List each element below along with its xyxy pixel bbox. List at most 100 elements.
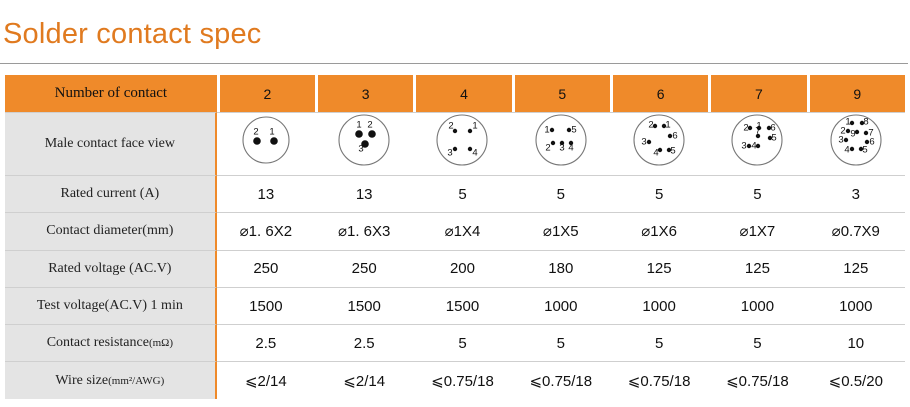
pin-number: 3 — [742, 141, 747, 152]
contact-pin — [657, 147, 663, 153]
contact-pin — [843, 137, 848, 143]
header-row: Number of contact 2 3 4 5 6 7 9 — [5, 75, 905, 112]
spec-value: ⌀1. 6X2 — [216, 212, 316, 249]
spec-value: 125 — [708, 249, 807, 287]
contact-pin — [667, 133, 673, 139]
header-contact-count: 2 — [216, 75, 316, 112]
spec-value: ⩽0.5/20 — [806, 361, 905, 398]
row-label-text: Rated current (A) — [60, 186, 160, 202]
row-label-text: Rated voltage (AC.V) — [48, 260, 172, 276]
spec-value: ⌀0.7X9 — [806, 212, 905, 249]
connector-outline — [633, 114, 685, 166]
contact-pin — [858, 146, 863, 152]
contact-pin — [859, 120, 864, 126]
contact-face-diagram: 1 8 2 9 7 3 6 4 5 — [830, 114, 882, 166]
pin-number: 1 — [757, 121, 762, 132]
spec-value: 5 — [511, 324, 610, 361]
pin-number: 2 — [368, 120, 373, 131]
row-label-text: Contact diameter(mm) — [46, 223, 174, 239]
row-label-text: Contact resistance — [46, 335, 149, 351]
spec-row: Wire size(mm²/AWG) ⩽2/14 ⩽2/14 ⩽0.75/18 ⩽0.7… — [5, 361, 905, 399]
contact-pin — [756, 133, 761, 139]
spec-row: Rated current (A) 13 13 5 5 5 5 3 — [5, 175, 905, 213]
pin-number: 5 — [670, 146, 675, 157]
spec-value: ⩽0.75/18 — [511, 361, 610, 398]
contact-face-diagram: 1 2 3 — [338, 114, 390, 166]
pin-number: 4 — [473, 148, 478, 159]
spec-value: 1500 — [413, 286, 512, 324]
spec-value: 1000 — [806, 286, 905, 324]
header-contact-count: 9 — [806, 75, 905, 112]
pin-number: 3 — [559, 143, 564, 154]
spec-value: ⩽0.75/18 — [609, 361, 709, 398]
spec-row: Test voltage(AC.V) 1 min 1500 1500 1500 1000… — [5, 286, 905, 325]
spec-value: 2.5 — [216, 324, 316, 361]
pin-number: 2 — [545, 143, 550, 154]
spec-value: 3 — [806, 175, 905, 212]
spec-value: ⩽2/14 — [315, 361, 414, 398]
spec-value: 250 — [216, 249, 316, 287]
spec-value: 13 — [315, 175, 414, 212]
contact-pin — [646, 139, 652, 145]
pin-number: 6 — [771, 123, 776, 134]
spec-value: 5 — [708, 175, 807, 212]
contact-pin — [863, 130, 868, 136]
pin-number: 7 — [756, 126, 761, 137]
contact-pin — [864, 139, 869, 145]
contact-pin — [453, 128, 458, 134]
contact-pin — [666, 147, 672, 153]
pin-number: 5 — [862, 145, 867, 156]
spec-value: 5 — [609, 175, 709, 212]
row-label-text: Test voltage(AC.V) 1 min — [36, 298, 183, 314]
spec-value: 1000 — [609, 286, 709, 324]
pin-number: 2 — [840, 126, 845, 137]
pin-number: 2 — [648, 120, 653, 131]
spec-value: ⌀1. 6X3 — [315, 212, 414, 249]
contact-pin — [361, 140, 369, 148]
connector-outline — [830, 114, 882, 166]
pin-number: 4 — [752, 141, 757, 152]
contact-pin — [767, 125, 772, 131]
contact-pin — [845, 128, 850, 134]
contact-pin — [854, 129, 859, 135]
contact-pin — [550, 140, 555, 146]
spec-table: Number of contact 2 3 4 5 6 7 9 Male con… — [5, 75, 905, 399]
contact-pin — [661, 123, 667, 129]
contact-pin — [270, 137, 278, 145]
connector-outline — [535, 114, 587, 166]
spec-value: ⩽2/14 — [216, 361, 316, 398]
header-contact-count: 6 — [609, 75, 709, 112]
contact-pin — [566, 127, 571, 133]
pin-number: 1 — [473, 121, 478, 132]
pin-number: 1 — [665, 120, 670, 131]
header-contact-count: 7 — [708, 75, 807, 112]
pin-number: 3 — [448, 148, 453, 159]
contact-pin — [756, 143, 761, 149]
spec-value: 250 — [315, 249, 414, 287]
pin-number: 6 — [869, 137, 874, 148]
pin-number: 3 — [641, 137, 646, 148]
contact-face-diagram: 2 17 65 3 4 — [731, 114, 783, 166]
contact-pin — [849, 120, 854, 126]
row-label: Rated current (A) — [5, 175, 217, 213]
row-label: Contact diameter(mm) — [5, 212, 217, 250]
contact-pin — [757, 125, 762, 131]
contact-pin — [468, 128, 473, 134]
row-label-text: Wire size — [55, 372, 109, 388]
pin-number: 4 — [653, 148, 658, 159]
contact-pin — [568, 140, 573, 146]
row-label: Male contact face view — [5, 112, 217, 175]
contact-face-diagram: 2 16 34 5 — [633, 114, 685, 166]
contact-pin — [747, 143, 752, 149]
contact-pin — [453, 146, 458, 152]
spec-value: 13 — [216, 175, 316, 212]
pin-number: 9 — [850, 129, 855, 140]
pin-number: 7 — [868, 128, 873, 139]
pin-number: 8 — [863, 117, 868, 128]
contact-face-diagram: 2 1 3 4 — [436, 114, 489, 166]
contact-pin — [368, 130, 376, 138]
header-contact-count: 5 — [511, 75, 610, 112]
contact-pin — [849, 146, 854, 152]
